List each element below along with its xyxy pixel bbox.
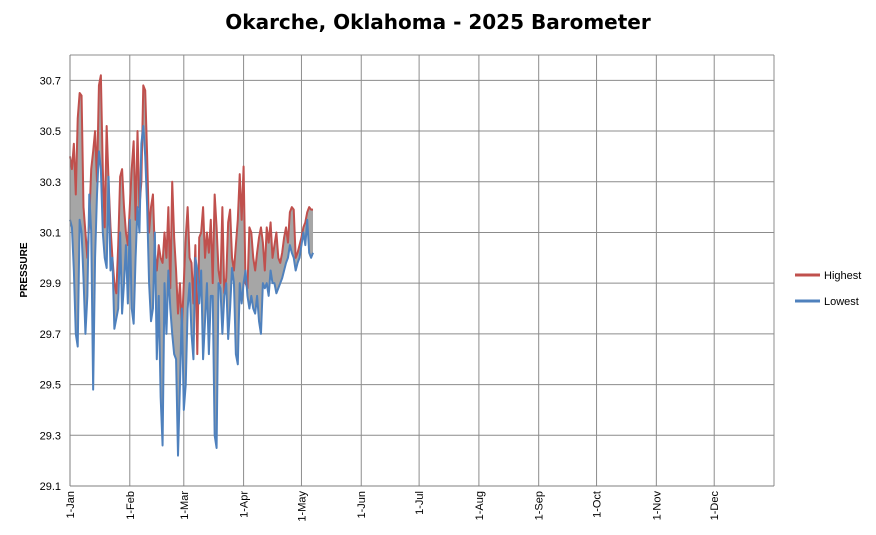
y-tick-label: 29.7 xyxy=(40,329,61,341)
y-tick-label: 29.1 xyxy=(40,481,61,493)
x-tick-label: 1-May xyxy=(296,491,308,522)
y-tick-label: 29.9 xyxy=(40,278,61,290)
x-tick-label: 1-Dec xyxy=(709,491,721,521)
x-tick-label: 1-Jan xyxy=(65,491,77,519)
x-tick-label: 1-Feb xyxy=(125,491,137,520)
legend-label-highest: Highest xyxy=(824,270,861,282)
y-tick-label: 29.3 xyxy=(40,430,61,442)
x-tick-label: 1-Nov xyxy=(651,491,663,521)
x-tick-label: 1-Jul xyxy=(414,491,426,515)
legend-label-lowest: Lowest xyxy=(824,296,859,308)
y-tick-label: 29.5 xyxy=(40,380,61,392)
y-tick-label: 30.1 xyxy=(40,227,61,239)
x-tick-label: 1-Apr xyxy=(239,491,251,518)
y-axis-label: PRESSURE xyxy=(19,242,30,297)
x-tick-label: 1-Aug xyxy=(474,491,486,520)
y-tick-label: 30.7 xyxy=(40,75,61,87)
chart-title: Okarche, Oklahoma - 2025 Barometer xyxy=(225,10,651,34)
y-tick-label: 30.3 xyxy=(40,177,61,189)
x-tick-label: 1-Mar xyxy=(179,491,191,520)
x-tick-label: 1-Jun xyxy=(356,491,368,519)
y-tick-labels: 29.1 29.3 29.5 29.7 29.9 30.1 30.3 30.5 30.7 xyxy=(40,75,61,493)
series-lines xyxy=(69,74,314,457)
axes xyxy=(69,55,774,487)
series-line-lowest xyxy=(69,124,314,457)
y-tick-label: 30.5 xyxy=(40,126,61,138)
x-tick-labels: 1-Jan 1-Feb 1-Mar 1-Apr 1-May 1-Jun 1-Jul 1-Aug… xyxy=(65,491,721,522)
x-tick-label: 1-Oct xyxy=(592,491,604,518)
legend: Highest Lowest xyxy=(795,270,861,308)
x-tick-label: 1-Sep xyxy=(534,491,546,520)
